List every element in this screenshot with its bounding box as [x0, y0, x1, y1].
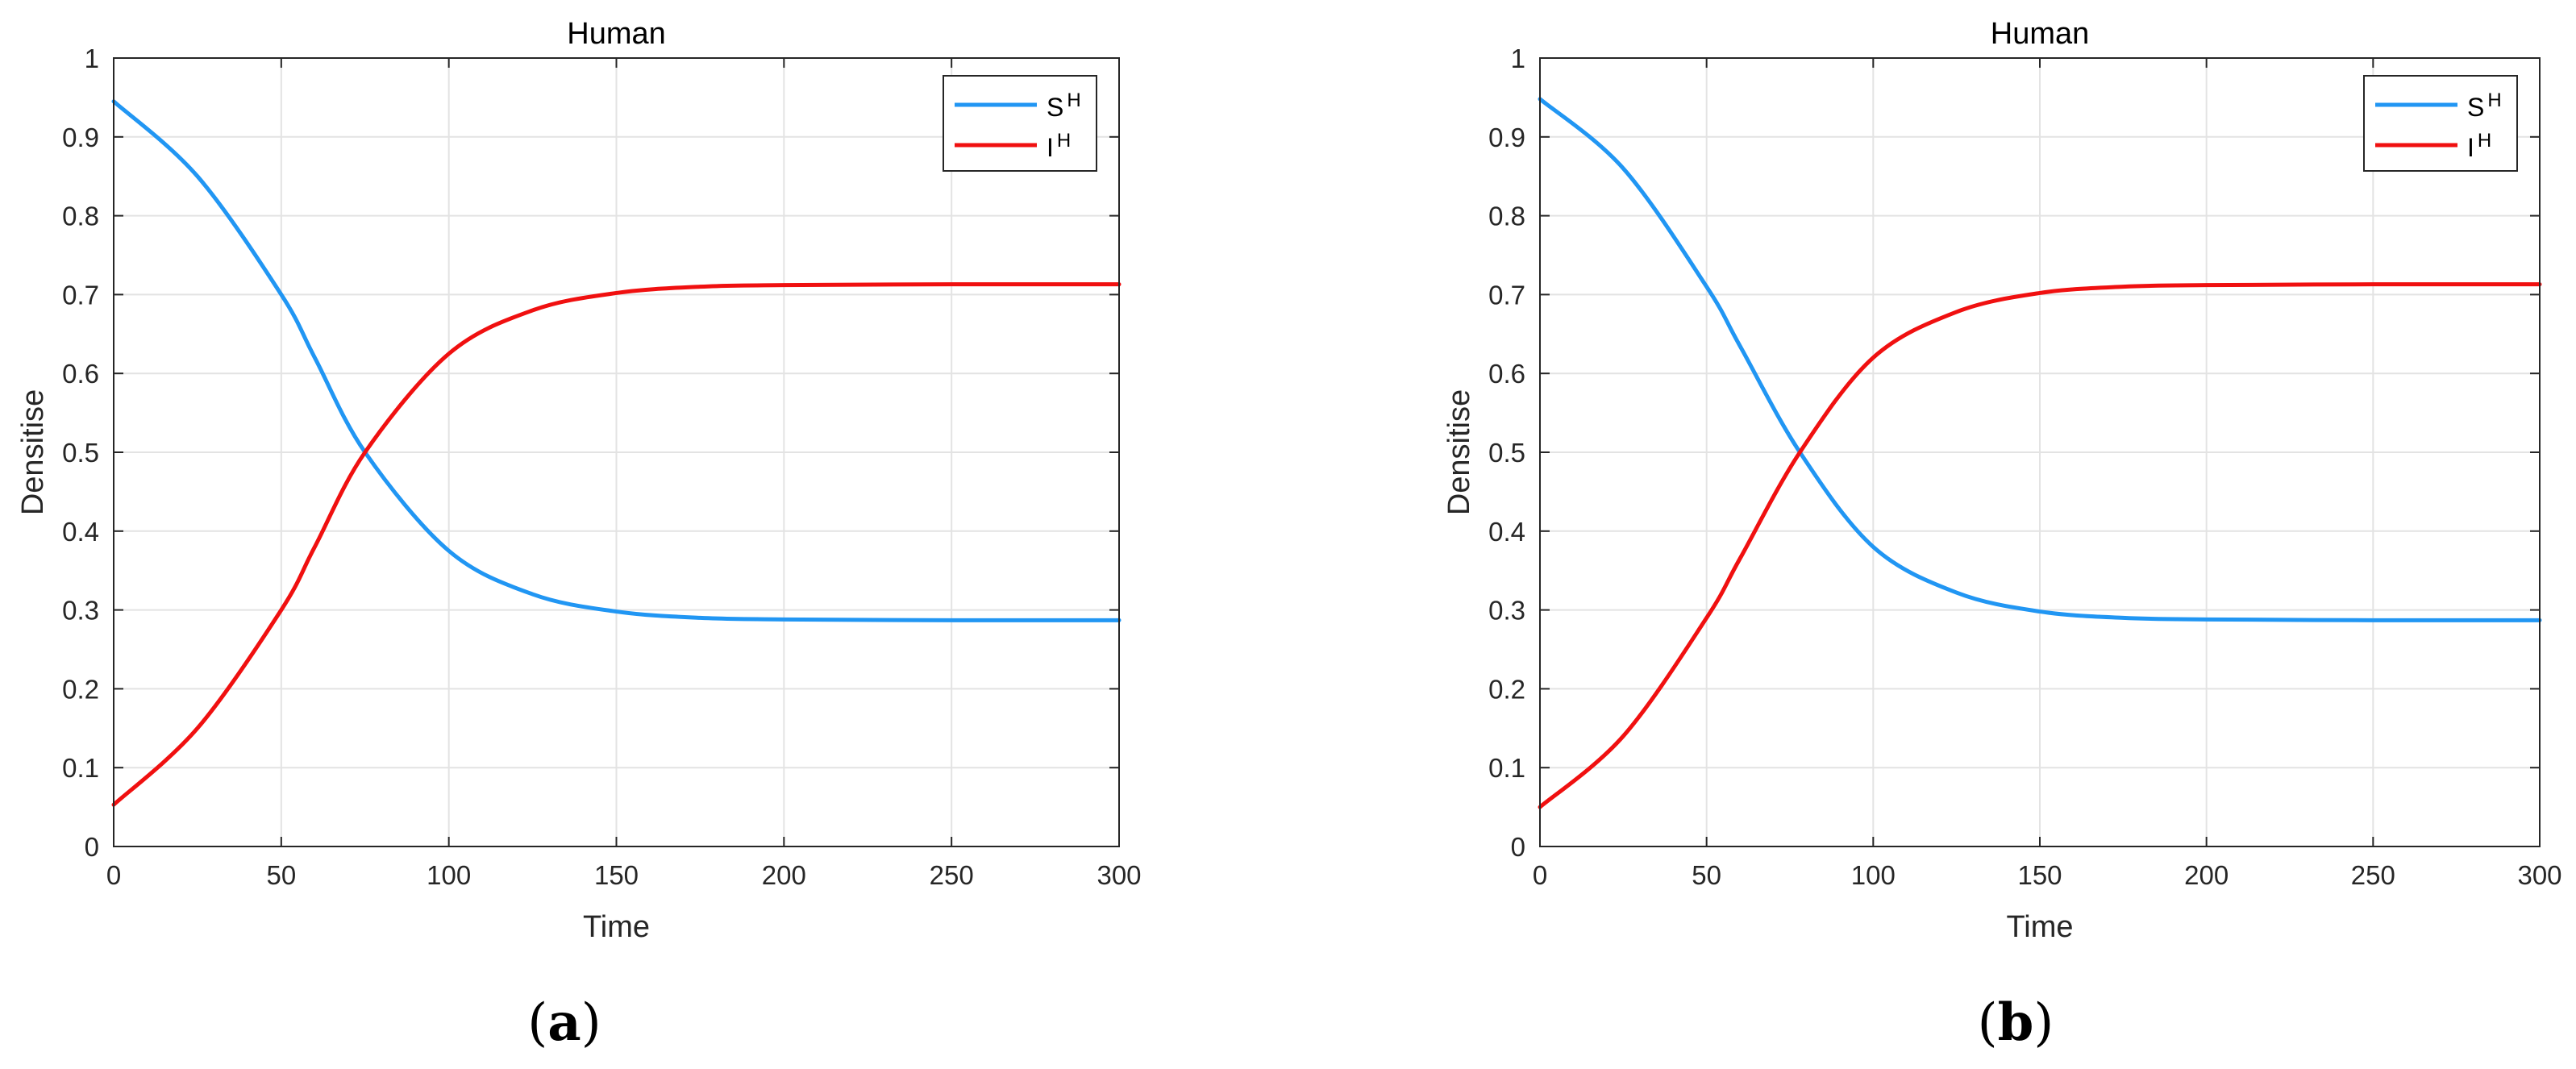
y-tick-label: 0.9 — [1488, 123, 1525, 152]
x-tick-label: 100 — [1851, 860, 1896, 890]
legend: S HI H — [2363, 75, 2518, 172]
chart-panel-a: 0 50 100 150 200 250 300 0 0.1 0.2 0.3 0.4 0.5 0.6 0.7… — [16, 17, 1142, 1053]
y-tick-label: 0.1 — [1488, 753, 1525, 783]
y-axis-label: Densitise — [1442, 389, 1476, 515]
y-tick-label: 0.2 — [1488, 674, 1525, 704]
x-tick-label: 200 — [762, 860, 806, 890]
x-tick-label: 50 — [1692, 860, 1721, 890]
chart-title: Human — [567, 17, 666, 51]
chart-panel-b: 0 50 100 150 200 250 300 0 0.1 0.2 0.3 0.4 0.5 0.6 0.7… — [1442, 17, 2562, 1053]
series-line-ih — [1538, 282, 2542, 809]
x-tick-label: 150 — [594, 860, 639, 890]
series-line-sh — [1538, 97, 2542, 622]
legend: S HI H — [943, 75, 1097, 172]
y-tick-label: 0.4 — [1488, 517, 1525, 547]
legend-superscript: H — [2478, 130, 2491, 152]
legend-superscript: H — [2487, 89, 2501, 111]
x-tick-label: 250 — [2351, 860, 2395, 890]
x-axis-label: Time — [583, 910, 650, 944]
y-tick-label: 1 — [1511, 44, 1525, 73]
x-tick-label: 250 — [930, 860, 974, 890]
y-tick-label: 0 — [85, 832, 99, 862]
x-tick-label: 50 — [266, 860, 296, 890]
series-line-sh — [111, 99, 1122, 622]
y-tick-label: 0.2 — [62, 674, 99, 704]
x-tick-label: 0 — [106, 860, 121, 890]
y-tick-label: 0.8 — [62, 202, 99, 231]
y-tick-label: 0.6 — [62, 359, 99, 389]
y-tick-label: 0.4 — [62, 517, 99, 547]
x-tick-label: 300 — [1097, 860, 1141, 890]
chart-title: Human — [1991, 17, 2090, 51]
x-tick-label: 200 — [2184, 860, 2229, 890]
y-tick-label: 0.7 — [1488, 280, 1525, 310]
x-tick-label: 0 — [1533, 860, 1547, 890]
y-tick-label: 0.5 — [62, 438, 99, 468]
x-axis-label: Time — [2006, 910, 2073, 944]
series-line-ih — [111, 282, 1122, 807]
panel-label-b: (b) — [1978, 992, 2054, 1053]
y-tick-label: 0.5 — [1488, 438, 1525, 468]
legend-superscript: H — [1067, 89, 1080, 111]
y-tick-label: 0.9 — [62, 123, 99, 152]
panel-letter: b — [1998, 992, 2034, 1053]
y-tick-label: 0.6 — [1488, 359, 1525, 389]
y-tick-label: 0.1 — [62, 753, 99, 783]
legend-box — [2363, 75, 2518, 172]
x-tick-label: 100 — [427, 860, 471, 890]
legend-box — [943, 75, 1097, 172]
y-tick-label: 1 — [85, 44, 99, 73]
panel-letter: a — [547, 992, 581, 1053]
y-tick-label: 0.7 — [62, 280, 99, 310]
y-tick-label: 0.8 — [1488, 202, 1525, 231]
x-tick-label: 150 — [2017, 860, 2062, 890]
legend-superscript: H — [1057, 130, 1071, 152]
y-tick-label: 0.3 — [1488, 596, 1525, 626]
y-tick-label: 0 — [1511, 832, 1525, 862]
y-axis-label: Densitise — [16, 389, 50, 515]
x-tick-label: 300 — [2517, 860, 2561, 890]
panel-label-a: (a) — [527, 992, 601, 1053]
y-tick-label: 0.3 — [62, 596, 99, 626]
